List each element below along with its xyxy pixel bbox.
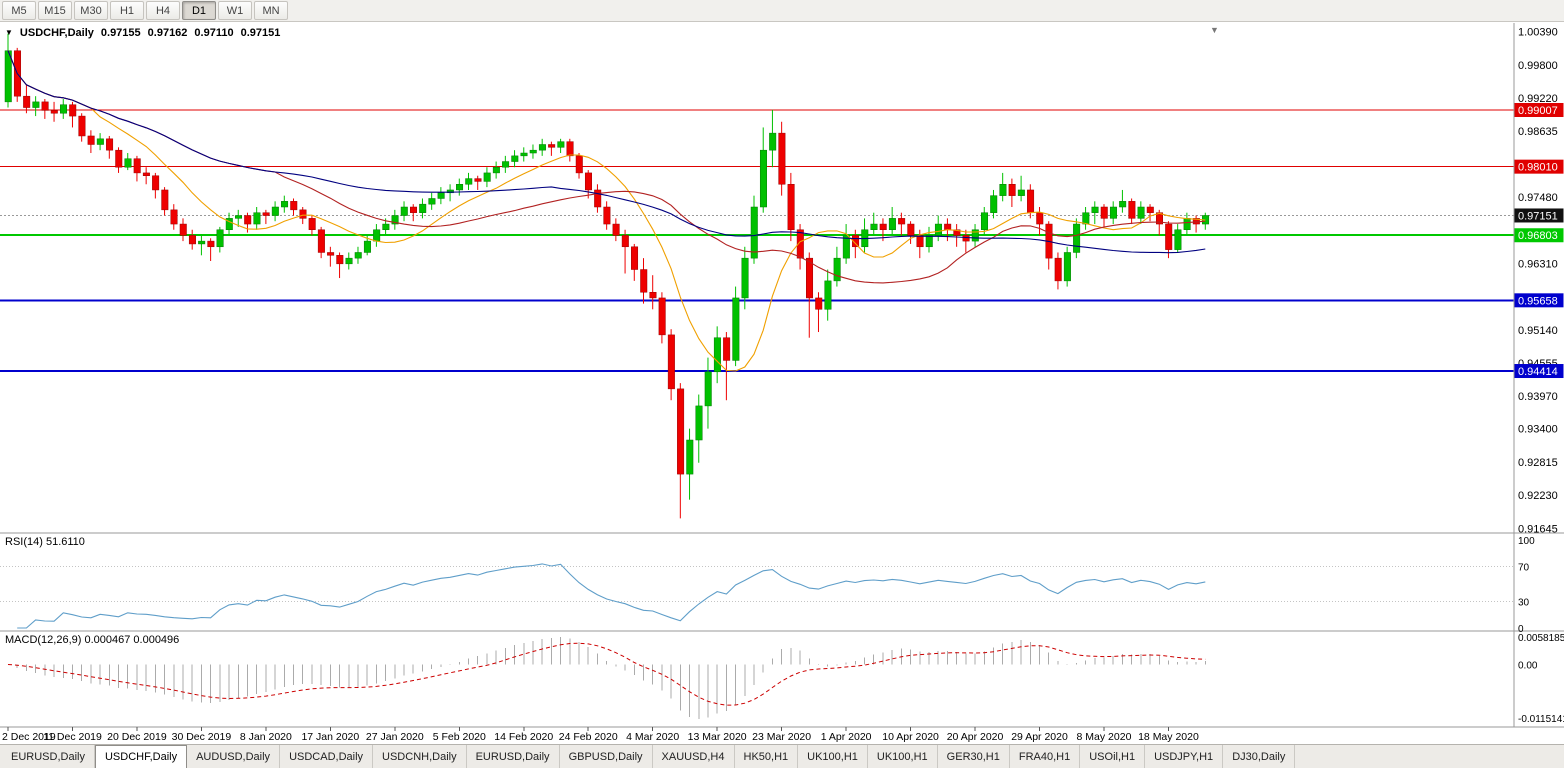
svg-text:0.97480: 0.97480 <box>1518 192 1558 204</box>
macd-panel: 0.0058185 0.00 -0.0115141 <box>7 633 1564 725</box>
chart-tab-12-fra40-h1[interactable]: FRA40,H1 <box>1010 745 1081 768</box>
chart-title: ▼ USDCHF,Daily 0.97155 0.97162 0.97110 0… <box>5 27 280 39</box>
svg-text:30 Dec 2019: 30 Dec 2019 <box>172 731 232 743</box>
chart-tab-5-eurusd-daily[interactable]: EURUSD,Daily <box>467 745 560 768</box>
chart-tab-11-ger30-h1[interactable]: GER30,H1 <box>938 745 1010 768</box>
svg-text:0.99220: 0.99220 <box>1518 93 1558 105</box>
svg-text:0.0058185: 0.0058185 <box>1518 633 1564 644</box>
svg-text:27 Jan 2020: 27 Jan 2020 <box>366 731 424 743</box>
svg-text:0.96310: 0.96310 <box>1518 258 1558 270</box>
svg-text:17 Jan 2020: 17 Jan 2020 <box>301 731 359 743</box>
svg-text:0.96803: 0.96803 <box>1518 230 1558 242</box>
svg-text:4 Mar 2020: 4 Mar 2020 <box>626 731 679 743</box>
chart-shift-marker[interactable]: ▼ <box>1210 25 1219 35</box>
quote-open: 0.97155 <box>100 27 141 39</box>
chart-tab-4-usdcnh-daily[interactable]: USDCNH,Daily <box>373 745 467 768</box>
chart-canvas[interactable]: 1.00390 0.99800 0.99220 0.98635 0.97480 0.963… <box>0 23 1564 744</box>
svg-text:0.99007: 0.99007 <box>1518 105 1558 117</box>
chart-tab-6-gbpusd-daily[interactable]: GBPUSD,Daily <box>560 745 653 768</box>
chart-tab-9-uk100-h1[interactable]: UK100,H1 <box>798 745 868 768</box>
chart-tab-8-hk50-h1[interactable]: HK50,H1 <box>735 745 799 768</box>
svg-text:14 Feb 2020: 14 Feb 2020 <box>494 731 553 743</box>
quote-low: 0.97110 <box>194 27 234 39</box>
svg-text:0.99800: 0.99800 <box>1518 60 1558 72</box>
svg-text:5 Feb 2020: 5 Feb 2020 <box>433 731 486 743</box>
svg-text:23 Mar 2020: 23 Mar 2020 <box>752 731 811 743</box>
svg-text:-0.0115141: -0.0115141 <box>1518 714 1564 725</box>
rsi-indicator-label: RSI(14) 51.6110 <box>5 536 85 548</box>
svg-text:18 May 2020: 18 May 2020 <box>1138 731 1199 743</box>
svg-text:8 May 2020: 8 May 2020 <box>1077 731 1132 743</box>
svg-text:1 Apr 2020: 1 Apr 2020 <box>821 731 872 743</box>
macd-indicator-label: MACD(12,26,9) 0.000467 0.000496 <box>5 634 180 646</box>
quick-trade-arrow-icon[interactable]: ▼ <box>5 28 13 37</box>
chart-tab-0-eurusd-daily[interactable]: EURUSD,Daily <box>2 745 95 768</box>
svg-text:0.00: 0.00 <box>1518 661 1538 672</box>
chart-symbol-label: USDCHF,Daily <box>19 27 94 39</box>
svg-text:2 Dec 2019: 2 Dec 2019 <box>2 731 56 743</box>
svg-text:100: 100 <box>1518 536 1535 547</box>
timeframe-button-mn[interactable]: MN <box>254 1 288 20</box>
svg-text:29 Apr 2020: 29 Apr 2020 <box>1011 731 1068 743</box>
svg-text:30: 30 <box>1518 598 1530 609</box>
timeframe-button-m30[interactable]: M30 <box>74 1 108 20</box>
svg-text:0.93400: 0.93400 <box>1518 424 1558 436</box>
timeframe-button-h1[interactable]: H1 <box>110 1 144 20</box>
chart-region: 1.00390 0.99800 0.99220 0.98635 0.97480 0.963… <box>0 23 1564 744</box>
svg-text:0.93970: 0.93970 <box>1518 391 1558 403</box>
panel-frame <box>0 23 1564 728</box>
svg-text:0.92815: 0.92815 <box>1518 457 1558 469</box>
svg-text:0.94414: 0.94414 <box>1518 366 1558 378</box>
svg-text:8 Jan 2020: 8 Jan 2020 <box>240 731 292 743</box>
svg-text:0.91645: 0.91645 <box>1518 523 1558 535</box>
timeframe-button-m5[interactable]: M5 <box>2 1 36 20</box>
svg-text:0.95140: 0.95140 <box>1518 325 1558 337</box>
timeframe-button-d1[interactable]: D1 <box>182 1 216 20</box>
svg-text:0.98635: 0.98635 <box>1518 126 1558 138</box>
svg-text:0: 0 <box>1518 624 1524 635</box>
chart-tab-15-dj30-daily[interactable]: DJ30,Daily <box>1223 745 1296 768</box>
horizontal-lines-layer <box>0 109 1514 373</box>
svg-text:0.98010: 0.98010 <box>1518 162 1558 174</box>
svg-text:0.97151: 0.97151 <box>1518 210 1558 222</box>
svg-text:20 Apr 2020: 20 Apr 2020 <box>947 731 1004 743</box>
timeframe-button-h4[interactable]: H4 <box>146 1 180 20</box>
price-axis: 1.00390 0.99800 0.99220 0.98635 0.97480 0.963… <box>1514 26 1564 535</box>
svg-text:0.95658: 0.95658 <box>1518 295 1558 307</box>
chart-tab-3-usdcad-daily[interactable]: USDCAD,Daily <box>280 745 374 768</box>
quote-high: 0.97162 <box>147 27 188 39</box>
svg-text:0.92230: 0.92230 <box>1518 490 1558 502</box>
chart-tab-14-usdjpy-h1[interactable]: USDJPY,H1 <box>1145 745 1224 768</box>
chart-tab-2-audusd-daily[interactable]: AUDUSD,Daily <box>187 745 281 768</box>
timeframe-button-w1[interactable]: W1 <box>218 1 252 20</box>
candles-layer <box>4 33 1210 519</box>
chart-tab-13-usoil-h1[interactable]: USOil,H1 <box>1080 745 1146 768</box>
chart-tabs-bar: EURUSD,Daily USDCHF,Daily AUDUSD,Daily USDC… <box>0 744 1564 768</box>
svg-text:70: 70 <box>1518 562 1530 573</box>
svg-text:10 Apr 2020: 10 Apr 2020 <box>882 731 939 743</box>
rsi-panel: 100 70 30 0 <box>0 536 1535 635</box>
svg-text:24 Feb 2020: 24 Feb 2020 <box>559 731 618 743</box>
svg-text:1.00390: 1.00390 <box>1518 26 1558 38</box>
svg-text:20 Dec 2019: 20 Dec 2019 <box>107 731 167 743</box>
quote-close: 0.97151 <box>240 27 281 39</box>
timeframe-toolbar: M5 M15 M30 H1 H4 D1 W1 MN <box>0 0 1564 22</box>
timeframe-button-m15[interactable]: M15 <box>38 1 72 20</box>
moving-averages-layer <box>7 50 1206 372</box>
svg-text:11 Dec 2019: 11 Dec 2019 <box>43 731 102 743</box>
chart-tab-10-uk100-h1[interactable]: UK100,H1 <box>868 745 938 768</box>
chart-tab-7-xauusd-h4[interactable]: XAUUSD,H4 <box>653 745 735 768</box>
chart-tab-1-usdchf-daily[interactable]: USDCHF,Daily <box>94 745 188 768</box>
svg-text:13 Mar 2020: 13 Mar 2020 <box>688 731 747 743</box>
